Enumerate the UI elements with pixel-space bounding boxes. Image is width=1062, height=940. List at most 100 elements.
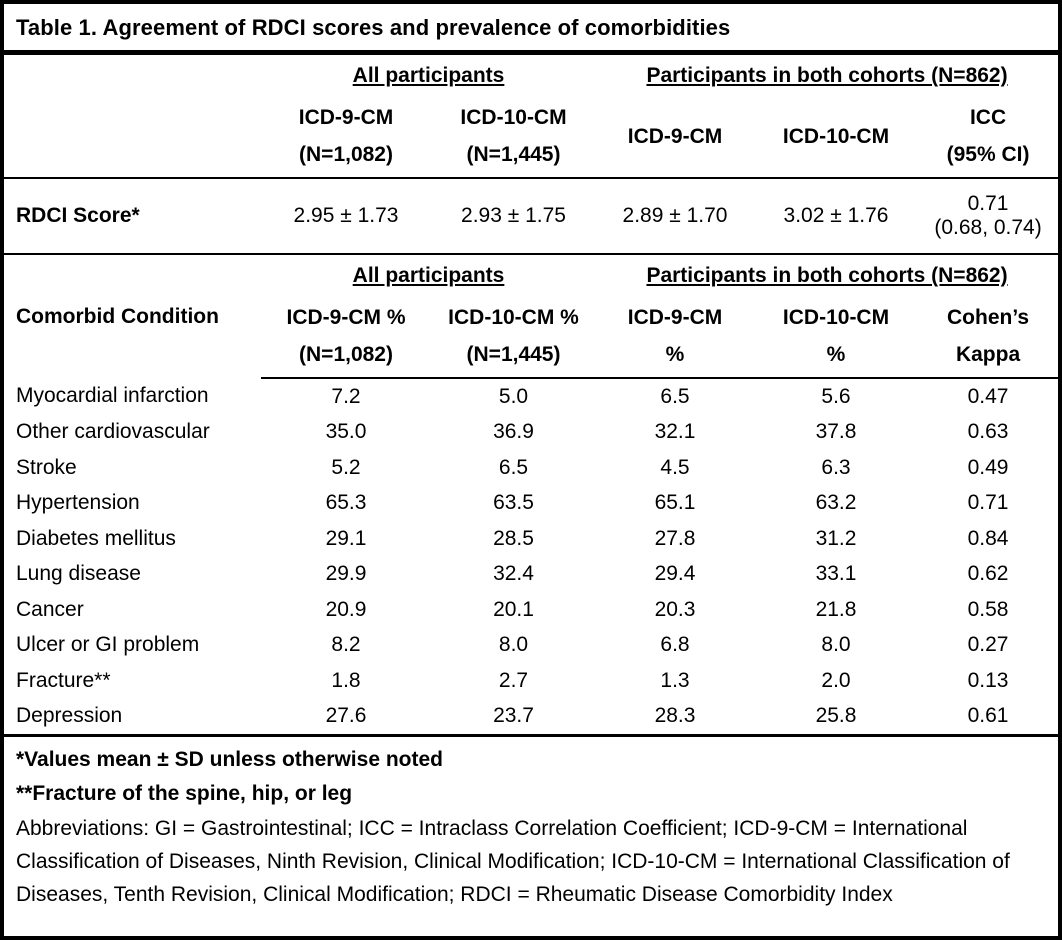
cell-icd9-all: 1.8 [331, 668, 361, 692]
cell-icd9-both: 6.8 [660, 633, 690, 657]
rdci-group-header-row: All participants Participants in both co… [4, 55, 1058, 97]
rdci-value-icd10-both: 3.02 ± 1.76 [754, 178, 919, 255]
table-row-myocardial-infarction: Myocardial infarction 7.2 5.0 6.5 5.6 0.… [4, 378, 1058, 415]
cell-icd10-both: 63.2 [815, 491, 857, 515]
cell-icd9-both: 29.4 [654, 562, 696, 586]
cell-icd10-both: 33.1 [815, 562, 857, 586]
cell-icd10-both: 5.6 [821, 384, 851, 408]
cell-icd9-all: 5.2 [331, 455, 361, 479]
cell-kappa: 0.84 [967, 526, 1009, 550]
cell-icd9-both: 6.5 [660, 384, 690, 408]
empty-corner-cell [4, 55, 261, 178]
table-row-lung-disease: Lung disease 29.9 32.4 29.4 33.1 0.62 [4, 557, 1058, 593]
cell-icd10-all: 20.1 [493, 597, 534, 621]
group-header-both-cohorts: Participants in both cohorts (N=862) [646, 64, 1008, 87]
table-row-depression: Depression 27.6 23.7 28.3 25.8 0.61 [4, 698, 1058, 737]
cell-icd9-all: 8.2 [331, 633, 361, 657]
cell-icd10-all: 32.4 [493, 562, 534, 586]
col-header-comorbid-condition: Comorbid Condition [16, 304, 219, 328]
cell-icd10-all: 28.5 [493, 526, 534, 550]
cell-icd9-both: 1.3 [660, 668, 690, 692]
table-footnotes: *Values mean ± SD unless otherwise noted… [4, 737, 1058, 911]
row-label: Lung disease [16, 562, 141, 586]
rdci-score-row: RDCI Score* 2.95 ± 1.73 2.93 ± 1.75 2.89… [4, 178, 1058, 255]
col-header-icd10-pct-all: ICD-10-CM % (N=1,445) [431, 297, 597, 379]
cell-icd10-both: 31.2 [815, 526, 857, 550]
cell-icd9-both: 28.3 [596, 698, 755, 737]
cell-icd9-all: 7.2 [331, 384, 361, 408]
footnote-fracture-note: **Fracture of the spine, hip, or leg [16, 782, 353, 805]
cell-kappa: 0.71 [967, 491, 1009, 515]
rdci-column-header-row: ICD-9-CM (N=1,082) ICD-10-CM (N=1,445) I… [4, 97, 1058, 179]
cell-icd9-all: 65.3 [325, 491, 367, 515]
comorbid-group-header-row: Comorbid Condition All participants Part… [4, 254, 1058, 328]
cell-icd9-both: 20.3 [654, 597, 696, 621]
table-row-other-cardiovascular: Other cardiovascular 35.0 36.9 32.1 37.8… [4, 415, 1058, 451]
comorbid-column-header-row: ICD-9-CM % (N=1,082) ICD-10-CM % (N=1,44… [4, 297, 1058, 379]
col-header-icd9-pct-both: ICD-9-CM % [596, 297, 755, 379]
cell-kappa: 0.13 [967, 668, 1009, 692]
table-row-ulcer-gi: Ulcer or GI problem 8.2 8.0 6.8 8.0 0.27 [4, 628, 1058, 664]
rdci-value-icd9-both: 2.89 ± 1.70 [596, 178, 755, 255]
col-header-icd10-both: ICD-10-CM [754, 97, 919, 179]
group-header-all-participants-2: All participants [352, 264, 505, 287]
col-header-icd9-both: ICD-9-CM [596, 97, 755, 179]
row-label: Stroke [16, 455, 77, 479]
cell-icd10-all: 8.0 [498, 633, 529, 657]
table-row-cancer: Cancer 20.9 20.1 20.3 21.8 0.58 [4, 592, 1058, 628]
cell-icd9-all: 27.6 [261, 698, 431, 737]
col-header-icd9-pct-all: ICD-9-CM % (N=1,082) [261, 297, 431, 379]
row-label: Fracture** [16, 668, 111, 692]
row-label: Diabetes mellitus [16, 526, 176, 550]
row-label-rdci-score: RDCI Score* [4, 178, 261, 255]
row-label: Cancer [16, 597, 84, 621]
cell-icd10-both: 2.0 [821, 668, 851, 692]
cell-icd9-both: 27.8 [654, 526, 696, 550]
row-label: Other cardiovascular [16, 420, 210, 444]
cell-kappa: 0.61 [918, 698, 1058, 737]
cell-icd10-all: 6.5 [498, 455, 529, 479]
cell-kappa: 0.58 [967, 597, 1009, 621]
cell-icd10-both: 25.8 [754, 698, 919, 737]
rdci-value-icc: 0.71 (0.68, 0.74) [918, 178, 1058, 255]
col-header-icc: ICC (95% CI) [918, 97, 1058, 179]
cell-icd10-all: 2.7 [498, 668, 529, 692]
cell-icd10-both: 37.8 [815, 420, 857, 444]
row-label: Hypertension [16, 491, 140, 515]
cell-icd10-both: 6.3 [821, 455, 851, 479]
col-header-icd9-all: ICD-9-CM (N=1,082) [261, 97, 431, 179]
cell-kappa: 0.63 [967, 420, 1009, 444]
row-label: Myocardial infarction [16, 384, 209, 408]
cell-icd10-all: 63.5 [493, 491, 534, 515]
cell-icd10-all: 23.7 [431, 698, 597, 737]
cell-icd10-both: 21.8 [815, 597, 857, 621]
group-header-all-participants: All participants [352, 64, 505, 87]
footnote-abbreviations: Abbreviations: GI = Gastrointestinal; IC… [16, 817, 1010, 906]
cell-icd10-all: 36.9 [493, 420, 534, 444]
table-row-hypertension: Hypertension 65.3 63.5 65.1 63.2 0.71 [4, 486, 1058, 522]
row-label: Depression [4, 698, 261, 737]
group-header-both-cohorts-2: Participants in both cohorts (N=862) [646, 264, 1008, 287]
cell-kappa: 0.47 [967, 384, 1009, 408]
cell-icd9-both: 65.1 [654, 491, 696, 515]
cell-icd10-both: 8.0 [821, 633, 851, 657]
row-label: Ulcer or GI problem [16, 633, 200, 657]
rdci-value-icd10-all: 2.93 ± 1.75 [431, 178, 597, 255]
cell-kappa: 0.27 [967, 633, 1009, 657]
cell-icd9-both: 32.1 [654, 420, 696, 444]
cell-icd9-both: 4.5 [660, 455, 690, 479]
cell-icd9-all: 35.0 [325, 420, 367, 444]
col-header-icd10-pct-both: ICD-10-CM % [754, 297, 919, 379]
table-row-fracture: Fracture** 1.8 2.7 1.3 2.0 0.13 [4, 663, 1058, 699]
table-row-stroke: Stroke 5.2 6.5 4.5 6.3 0.49 [4, 450, 1058, 486]
table-row-diabetes-mellitus: Diabetes mellitus 29.1 28.5 27.8 31.2 0.… [4, 521, 1058, 557]
cell-icd9-all: 29.9 [325, 562, 367, 586]
cell-kappa: 0.62 [967, 562, 1009, 586]
col-header-icd10-all: ICD-10-CM (N=1,445) [431, 97, 597, 179]
cell-kappa: 0.49 [967, 455, 1009, 479]
footnote-values-note: *Values mean ± SD unless otherwise noted [16, 748, 443, 771]
cell-icd9-all: 20.9 [325, 597, 367, 621]
table-title: Table 1. Agreement of RDCI scores and pr… [4, 4, 1058, 55]
rdci-value-icd9-all: 2.95 ± 1.73 [261, 178, 431, 255]
